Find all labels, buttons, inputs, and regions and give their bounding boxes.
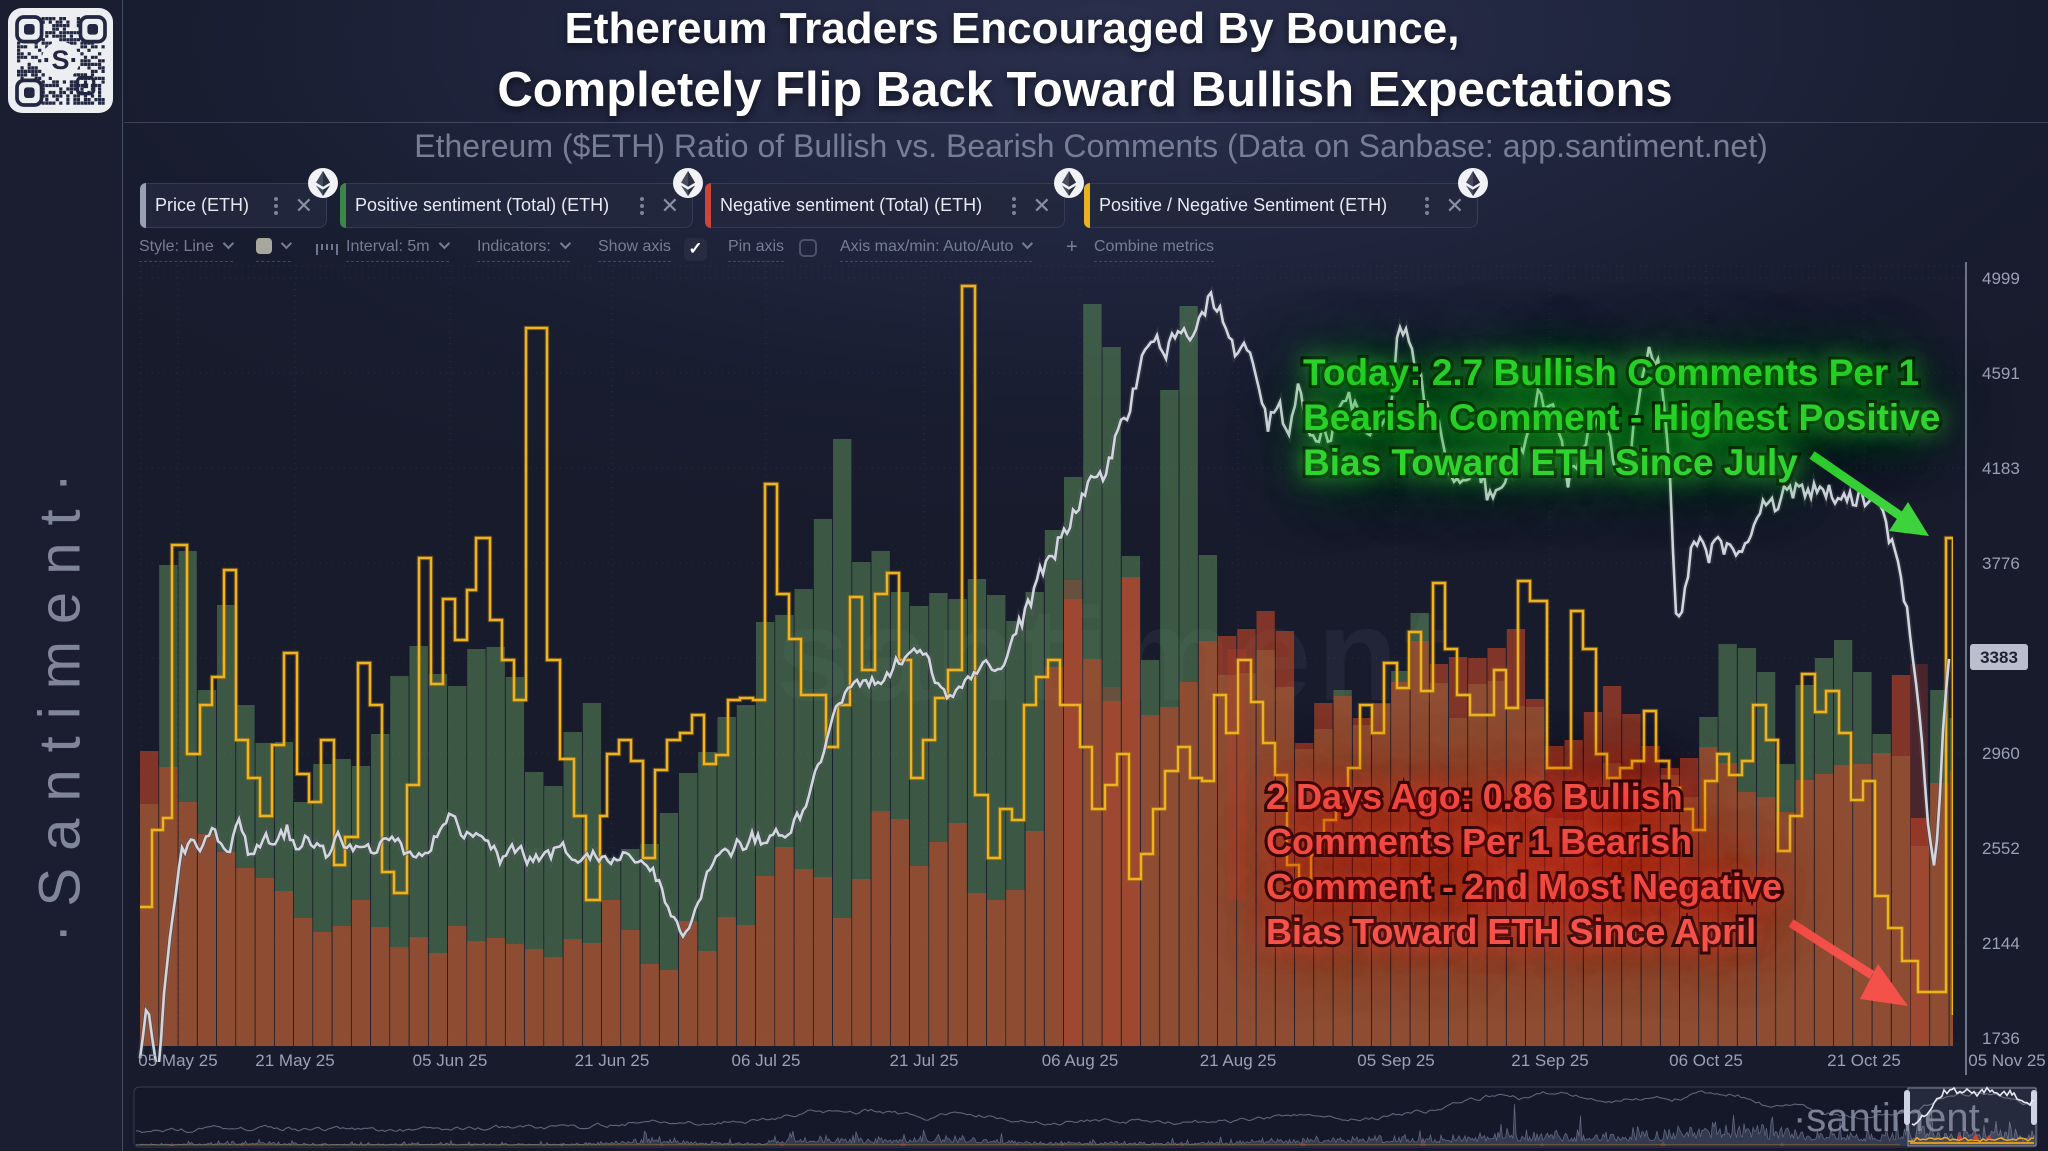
svg-text:·S·: ·S· [43, 45, 79, 75]
svg-text:4999: 4999 [1982, 269, 2020, 288]
svg-text:05 Sep 25: 05 Sep 25 [1357, 1051, 1435, 1070]
svg-text:4183: 4183 [1982, 459, 2020, 478]
svg-text:3776: 3776 [1982, 554, 2020, 573]
svg-text:06 Jul 25: 06 Jul 25 [732, 1051, 801, 1070]
svg-text:05 Jun 25: 05 Jun 25 [413, 1051, 488, 1070]
svg-text:05 May 25: 05 May 25 [138, 1051, 217, 1070]
svg-text:2144: 2144 [1982, 934, 2020, 953]
svg-text:06 Oct 25: 06 Oct 25 [1669, 1051, 1743, 1070]
svg-text:1736: 1736 [1982, 1029, 2020, 1048]
svg-text:21 Aug 25: 21 Aug 25 [1200, 1051, 1277, 1070]
svg-text:3383: 3383 [1980, 648, 2018, 667]
svg-text:2960: 2960 [1982, 744, 2020, 763]
svg-text:21 Sep 25: 21 Sep 25 [1511, 1051, 1589, 1070]
svg-text:21 Oct 25: 21 Oct 25 [1827, 1051, 1901, 1070]
svg-text:·santiment·: ·santiment· [1793, 1096, 1993, 1140]
svg-text:2552: 2552 [1982, 839, 2020, 858]
svg-text:4591: 4591 [1982, 364, 2020, 383]
svg-text:21 May 25: 21 May 25 [255, 1051, 334, 1070]
svg-text:21 Jul 25: 21 Jul 25 [890, 1051, 959, 1070]
svg-text:21 Jun 25: 21 Jun 25 [575, 1051, 650, 1070]
svg-text:05 Nov 25: 05 Nov 25 [1968, 1051, 2046, 1070]
svg-text:06 Aug 25: 06 Aug 25 [1042, 1051, 1119, 1070]
